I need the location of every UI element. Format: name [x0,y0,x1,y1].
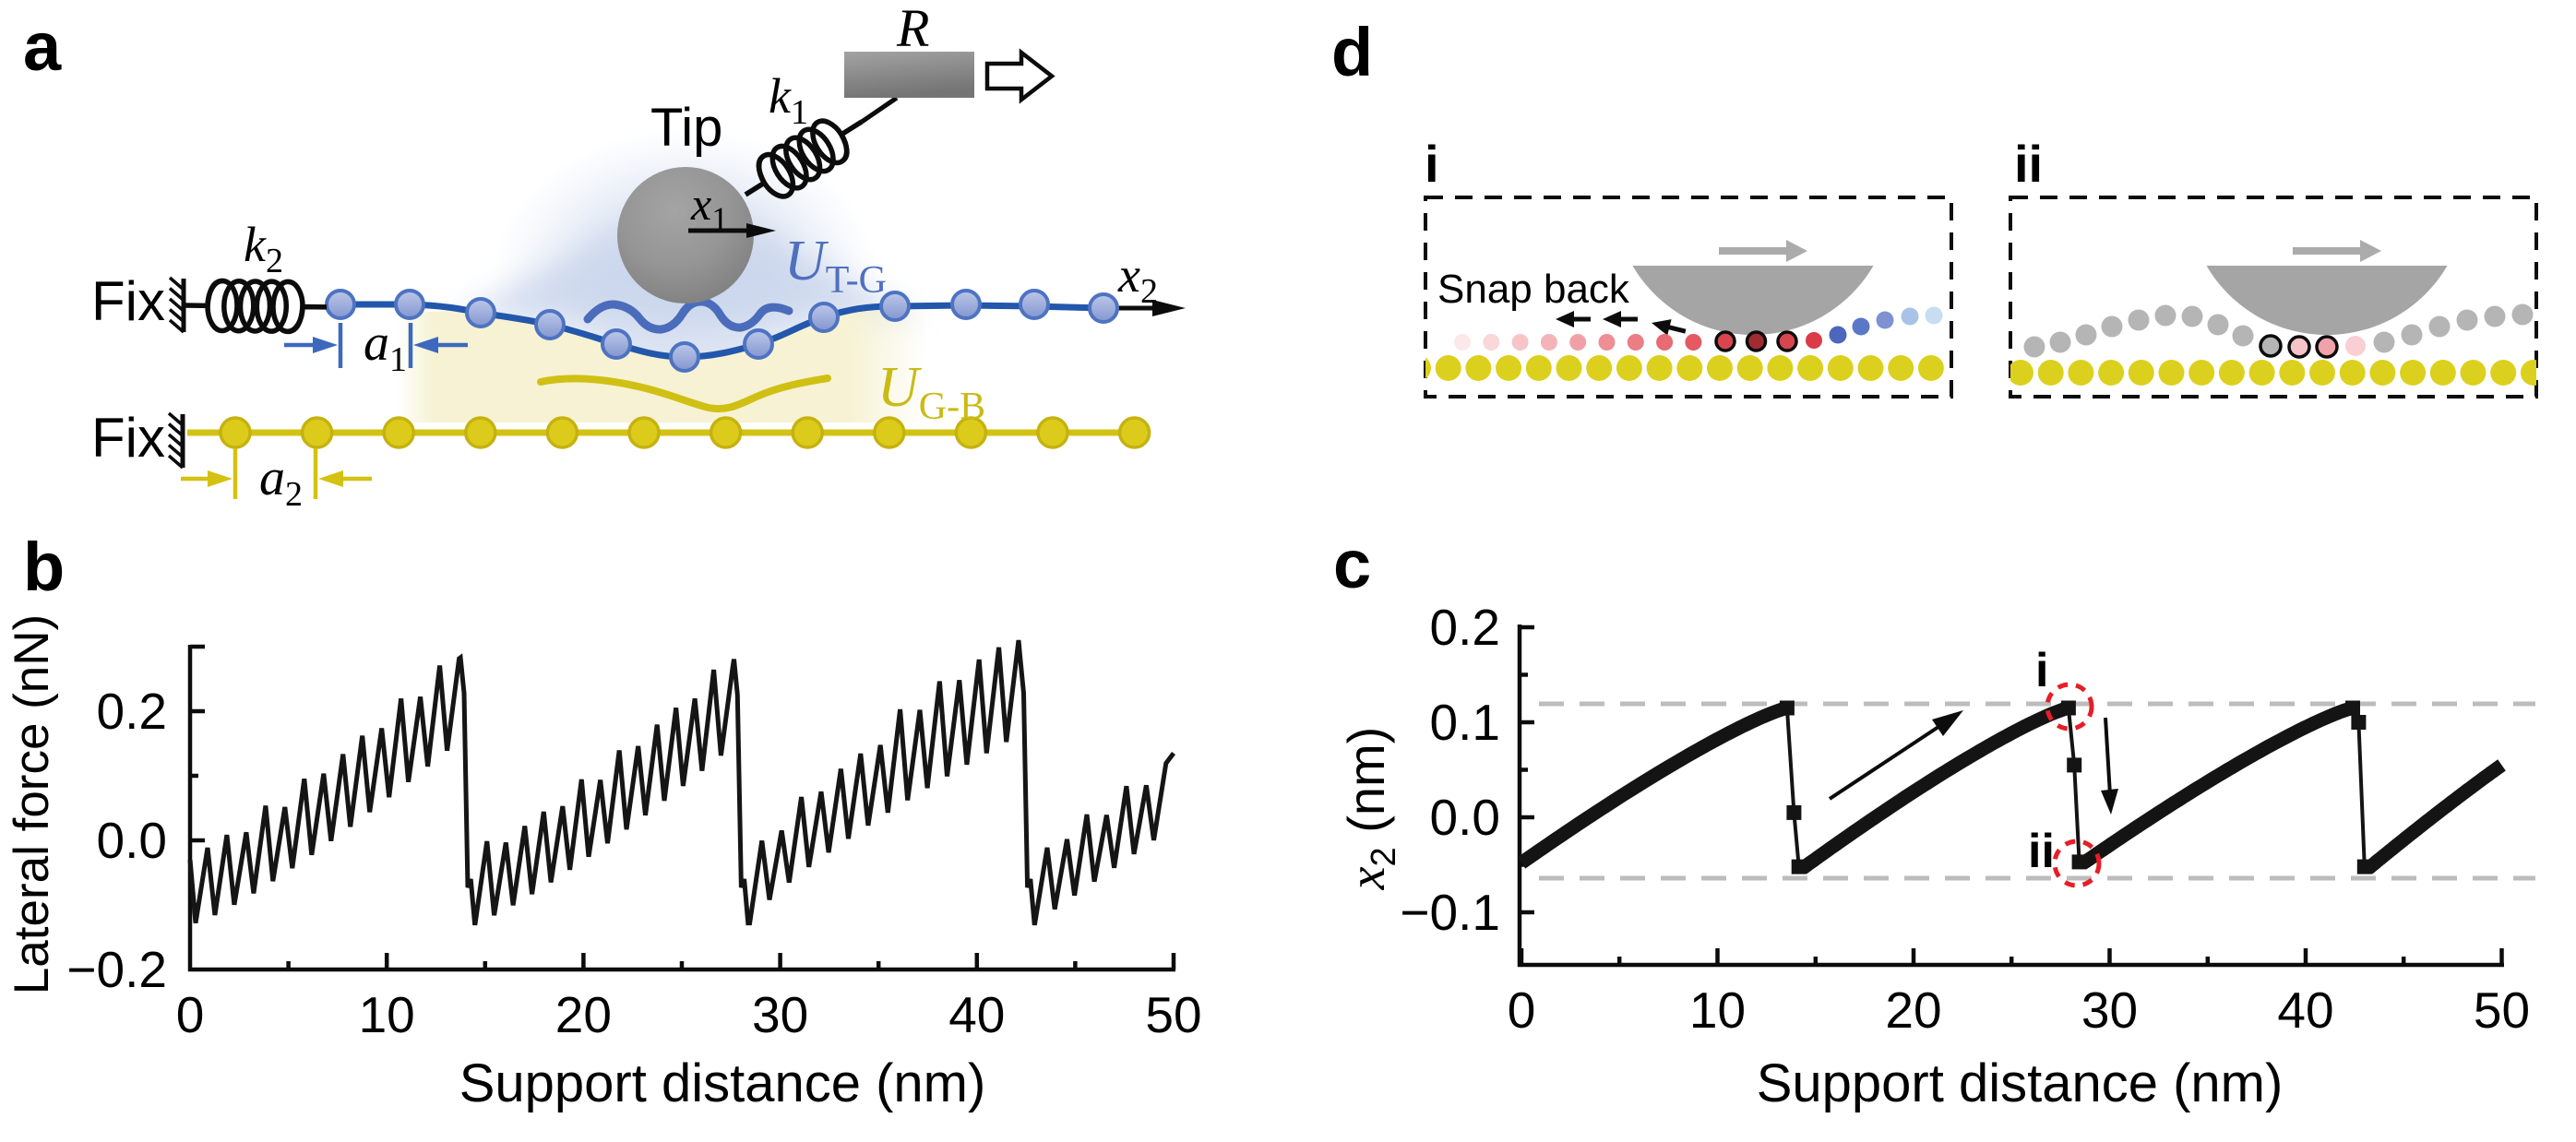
svg-text:Support distance (nm): Support distance (nm) [459,1053,986,1113]
svg-text:50: 50 [1145,986,1201,1043]
svg-text:0: 0 [176,986,205,1043]
svg-text:30: 30 [2081,981,2138,1039]
svg-text:−0.2: −0.2 [66,941,167,998]
svg-text:40: 40 [2277,981,2333,1039]
svg-text:Lateral force (nN): Lateral force (nN) [5,614,59,994]
svg-text:10: 10 [1689,981,1746,1039]
svg-text:0.2: 0.2 [97,683,167,740]
svg-text:c: c [1333,526,1371,602]
svg-text:20: 20 [1885,981,1941,1039]
svg-text:0.0: 0.0 [1430,789,1500,846]
svg-text:b: b [23,529,65,605]
svg-text:0.1: 0.1 [1430,694,1500,751]
svg-text:ii: ii [2028,825,2055,878]
svg-text:20: 20 [555,986,612,1043]
svg-text:Support distance (nm): Support distance (nm) [1757,1053,2284,1113]
svg-text:50: 50 [2474,981,2530,1039]
svg-text:30: 30 [752,986,808,1043]
svg-text:0: 0 [1508,981,1536,1039]
svg-text:Tip: Tip [650,98,722,158]
svg-text:Fix: Fix [91,270,165,332]
svg-text:x2 (nm): x2 (nm) [1337,727,1403,891]
svg-text:Fix: Fix [91,407,165,469]
svg-text:a2: a2 [259,449,303,514]
svg-text:d: d [1331,14,1373,90]
svg-text:Snap back: Snap back [1437,267,1630,312]
svg-text:R: R [896,0,929,58]
svg-text:i: i [1425,135,1439,193]
svg-text:0.2: 0.2 [1430,599,1500,656]
svg-text:i: i [2035,644,2048,697]
svg-text:k2: k2 [244,217,283,280]
svg-text:0.0: 0.0 [97,812,167,869]
svg-text:−0.1: −0.1 [1400,884,1500,941]
svg-text:ii: ii [2014,135,2043,193]
svg-text:40: 40 [948,986,1005,1043]
svg-text:a: a [23,8,62,85]
svg-text:10: 10 [359,986,415,1043]
